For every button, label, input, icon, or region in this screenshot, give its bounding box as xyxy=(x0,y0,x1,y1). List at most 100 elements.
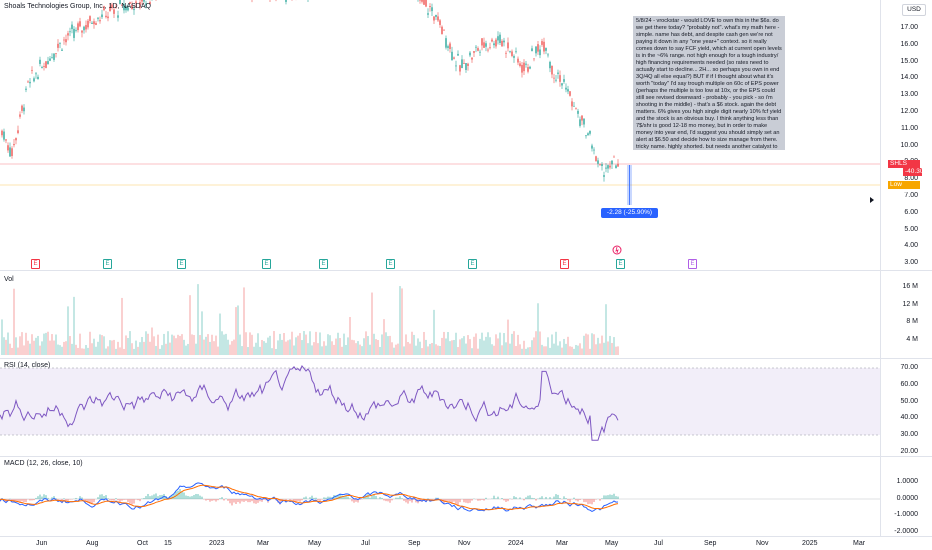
volume-bar xyxy=(113,339,115,355)
candle-body xyxy=(115,6,117,8)
volume-bar xyxy=(389,335,391,355)
volume-bar xyxy=(5,339,7,355)
price-axis-tick: 16.00 xyxy=(900,40,918,48)
candle-body xyxy=(615,165,617,169)
volume-bar xyxy=(319,332,321,355)
volume-bar xyxy=(415,345,417,355)
volume-bar xyxy=(273,331,275,355)
macd-hist-bar xyxy=(157,496,159,499)
candle-body xyxy=(461,59,463,69)
candle-body xyxy=(95,23,97,25)
volume-bar xyxy=(375,339,377,355)
macd-hist-bar xyxy=(401,498,403,499)
earnings-event-icon[interactable]: E xyxy=(688,259,697,269)
earnings-event-icon[interactable]: E xyxy=(560,259,569,269)
macd-hist-bar xyxy=(101,494,103,499)
candle-body xyxy=(555,79,557,81)
macd-hist-bar xyxy=(467,499,469,504)
macd-hist-bar xyxy=(135,499,137,500)
earnings-event-icon[interactable]: E xyxy=(468,259,477,269)
candle-body xyxy=(3,131,5,140)
macd-hist-bar xyxy=(577,499,579,502)
earnings-event-icon[interactable]: E xyxy=(262,259,271,269)
currency-button[interactable]: USD xyxy=(902,4,926,16)
volume-bar xyxy=(177,334,179,355)
volume-bar xyxy=(345,344,347,355)
volume-bar xyxy=(211,334,213,355)
rsi-axis-tick: 40.00 xyxy=(900,414,918,422)
volume-bar xyxy=(155,345,157,355)
candle-body xyxy=(67,33,69,36)
last-price: 8.80 xyxy=(896,168,909,175)
time-axis-tick: Mar xyxy=(853,540,866,547)
macd-hist-bar xyxy=(485,497,487,499)
candle-body xyxy=(459,65,461,72)
candle-body xyxy=(489,47,491,49)
earnings-event-icon[interactable]: E xyxy=(616,259,625,269)
candle-body xyxy=(73,28,75,38)
volume-bar xyxy=(79,333,81,355)
volume-bar xyxy=(439,345,441,355)
macd-hist-bar xyxy=(133,499,135,504)
volume-bar xyxy=(577,345,579,355)
volume-bar xyxy=(557,345,559,355)
macd-hist-bar xyxy=(573,497,575,499)
macd-hist-bar xyxy=(591,499,593,505)
macd-hist-bar xyxy=(319,499,321,502)
macd-hist-bar xyxy=(315,497,317,499)
candle-body xyxy=(499,34,501,44)
macd-hist-bar xyxy=(131,499,133,505)
volume-bar xyxy=(333,344,335,355)
macd-hist-bar xyxy=(507,499,509,502)
candle-body xyxy=(503,40,505,43)
macd-hist-bar xyxy=(363,497,365,499)
volume-bar xyxy=(171,334,173,355)
macd-hist-bar xyxy=(221,497,223,499)
macd-hist-bar xyxy=(51,497,53,499)
earnings-event-icon[interactable]: E xyxy=(103,259,112,269)
text-annotation[interactable]: 5/8/24 - vrockstar - would LOVE to own t… xyxy=(633,16,785,150)
volume-bar xyxy=(1,319,3,355)
volume-bar xyxy=(421,348,423,355)
macd-hist-bar xyxy=(347,496,349,499)
earnings-event-icon[interactable]: E xyxy=(319,259,328,269)
macd-hist-bar xyxy=(349,498,351,499)
jump-marker-icon xyxy=(870,197,874,203)
macd-hist-bar xyxy=(179,488,181,499)
macd-hist-bar xyxy=(457,499,459,506)
volume-bar xyxy=(387,336,389,355)
volume-bar xyxy=(137,346,139,355)
candle-body xyxy=(543,41,545,52)
volume-bar xyxy=(343,333,345,355)
earnings-event-icon[interactable]: E xyxy=(31,259,40,269)
candle-body xyxy=(45,61,47,68)
volume-bar xyxy=(493,345,495,355)
volume-bar xyxy=(295,337,297,355)
volume-axis-tick: 4 M xyxy=(906,335,918,343)
macd-hist-bar xyxy=(187,495,189,499)
candle-body xyxy=(13,144,15,146)
volume-bar xyxy=(603,342,605,355)
macd-hist-bar xyxy=(55,498,57,499)
candle-body xyxy=(59,42,61,44)
volume-bar xyxy=(213,341,215,355)
earnings-event-icon[interactable]: E xyxy=(386,259,395,269)
macd-hist-bar xyxy=(397,497,399,499)
macd-hist-bar xyxy=(19,499,21,503)
candle-body xyxy=(617,163,619,167)
macd-hist-bar xyxy=(263,499,265,500)
candle-body xyxy=(583,118,585,125)
volume-bar xyxy=(491,344,493,355)
volume-bar xyxy=(67,306,69,355)
volume-bar xyxy=(533,337,535,355)
earnings-event-icon[interactable]: E xyxy=(177,259,186,269)
macd-hist-bar xyxy=(421,499,423,502)
candle-body xyxy=(517,58,519,63)
candle-body xyxy=(545,48,547,51)
candle-body xyxy=(79,21,81,27)
volume-bar xyxy=(329,335,331,355)
macd-hist-bar xyxy=(211,499,213,501)
macd-hist-bar xyxy=(359,499,361,500)
macd-hist-bar xyxy=(247,499,249,503)
